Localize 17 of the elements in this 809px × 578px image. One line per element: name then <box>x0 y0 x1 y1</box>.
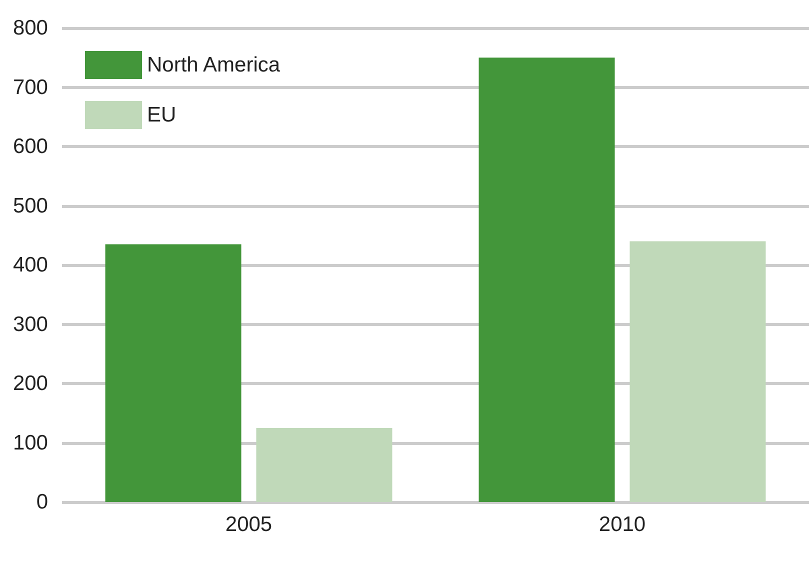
legend-label: North America <box>147 54 280 76</box>
y-tick-label: 600 <box>12 135 48 158</box>
legend-label: EU <box>147 104 176 126</box>
y-tick-label: 0 <box>36 490 48 514</box>
y-tick-label: 800 <box>12 16 48 40</box>
y-tick-label: 100 <box>12 431 48 454</box>
bar <box>478 58 615 502</box>
y-tick-label: 500 <box>12 194 48 218</box>
bar <box>256 428 392 502</box>
x-tick-label: 2005 <box>225 513 272 536</box>
y-tick-label: 700 <box>12 76 48 99</box>
y-tick-label: 300 <box>12 312 48 336</box>
bar <box>105 244 242 502</box>
x-tick-label: 2010 <box>598 513 646 536</box>
y-tick-label: 200 <box>12 372 48 395</box>
bar <box>630 241 766 502</box>
y-tick-label: 400 <box>12 254 48 276</box>
